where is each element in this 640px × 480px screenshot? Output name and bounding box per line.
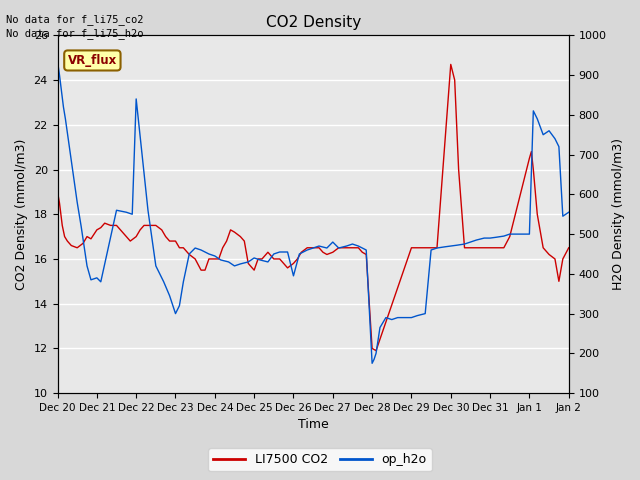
Title: CO2 Density: CO2 Density (266, 15, 361, 30)
op_h2o (93, 275, 100, 281)
Text: No data for f_li75_co2: No data for f_li75_co2 (6, 13, 144, 24)
Legend: LI7500 CO2, op_h2o: LI7500 CO2, op_h2o (209, 448, 431, 471)
LI7500 CO2 (166, 238, 173, 244)
Text: VR_flux: VR_flux (68, 54, 117, 67)
X-axis label: Time: Time (298, 419, 328, 432)
op_h2o (54, 58, 61, 64)
op_h2o (565, 209, 573, 215)
LI7500 CO2 (79, 240, 87, 246)
op_h2o (83, 263, 91, 269)
Text: No data for f_li75_h2o: No data for f_li75_h2o (6, 28, 144, 39)
op_h2o (237, 261, 244, 267)
LI7500 CO2 (61, 234, 68, 240)
Y-axis label: CO2 Density (mmol/m3): CO2 Density (mmol/m3) (15, 139, 28, 290)
Y-axis label: H2O Density (mmol/m3): H2O Density (mmol/m3) (612, 138, 625, 290)
op_h2o (144, 207, 152, 213)
LI7500 CO2 (455, 167, 463, 172)
op_h2o (309, 245, 317, 251)
op_h2o (368, 360, 376, 366)
Line: LI7500 CO2: LI7500 CO2 (58, 64, 569, 350)
LI7500 CO2 (372, 348, 380, 353)
LI7500 CO2 (309, 245, 317, 251)
LI7500 CO2 (276, 256, 284, 262)
LI7500 CO2 (447, 61, 454, 67)
LI7500 CO2 (54, 189, 61, 195)
op_h2o (520, 231, 527, 237)
LI7500 CO2 (565, 245, 573, 251)
Line: op_h2o: op_h2o (58, 61, 569, 363)
